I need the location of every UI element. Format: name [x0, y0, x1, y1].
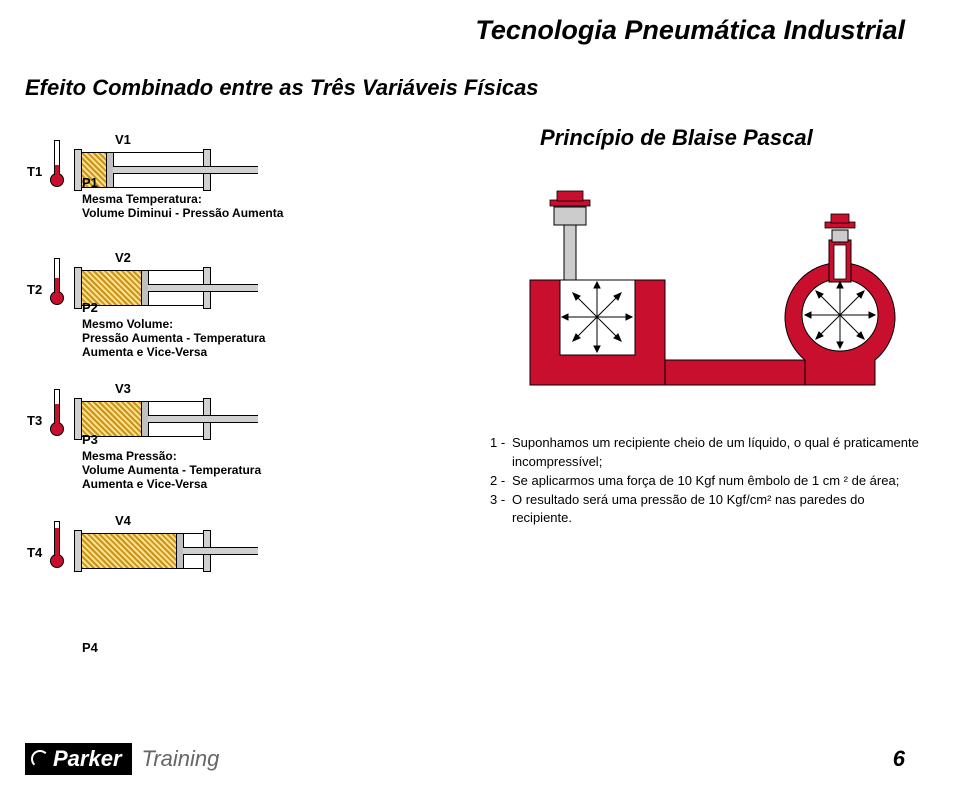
footer: Parker Training 6 — [25, 743, 905, 775]
exp-text: O resultado será uma pressão de 10 Kgf/c… — [512, 491, 920, 529]
training-text: Training — [142, 746, 220, 772]
p-label: P2 — [82, 300, 265, 315]
exp-text: Se aplicarmos uma força de 10 Kgf num êm… — [512, 472, 920, 491]
exp-num: 2 - — [490, 472, 512, 491]
page-number: 6 — [893, 746, 905, 772]
blaise-title: Princípio de Blaise Pascal — [540, 125, 813, 151]
parker-arc-icon — [31, 750, 49, 768]
logo: Parker Training — [25, 743, 219, 775]
t-label: T2 — [27, 282, 42, 297]
thermometer-icon — [50, 258, 64, 305]
pascal-diagram — [505, 185, 900, 420]
subtitle: Efeito Combinado entre as Três Variáveis… — [25, 75, 539, 101]
p-desc: Mesma Temperatura: — [82, 192, 283, 206]
p-desc: Pressão Aumenta - Temperatura — [82, 331, 265, 345]
t-label: T1 — [27, 164, 42, 179]
p-desc: Volume Diminui - Pressão Aumenta — [82, 206, 283, 220]
p-label: P3 — [82, 432, 261, 447]
p-text-block: P1 Mesma Temperatura:Volume Diminui - Pre… — [82, 175, 283, 220]
t-label: T3 — [27, 413, 42, 428]
explanation-block: 1 -Suponhamos um recipiente cheio de um … — [490, 434, 920, 528]
v-label: V1 — [115, 132, 131, 147]
p-desc: Mesmo Volume: — [82, 317, 265, 331]
cylinder-diagram — [80, 533, 205, 569]
thermometer-icon — [50, 521, 64, 568]
p-label: P1 — [82, 175, 283, 190]
p-desc: Mesma Pressão: — [82, 449, 261, 463]
v-label: V3 — [115, 381, 131, 396]
p-label: P4 — [82, 640, 98, 655]
thermometer-icon — [50, 140, 64, 187]
thermometer-icon — [50, 389, 64, 436]
p-desc: Volume Aumenta - Temperatura — [82, 463, 261, 477]
p-text-block: P4 — [82, 640, 98, 655]
t-label: T4 — [27, 545, 42, 560]
p-text-block: P3 Mesma Pressão:Volume Aumenta - Tempera… — [82, 432, 261, 491]
parker-logo: Parker — [25, 743, 132, 775]
p-desc: Aumenta e Vice-Versa — [82, 345, 265, 359]
v-label: V4 — [115, 513, 131, 528]
exp-text: Suponhamos um recipiente cheio de um líq… — [512, 434, 920, 472]
exp-num: 1 - — [490, 434, 512, 472]
brand-text: Parker — [53, 746, 122, 771]
page-title: Tecnologia Pneumática Industrial — [475, 15, 905, 46]
p-desc: Aumenta e Vice-Versa — [82, 477, 261, 491]
v-label: V2 — [115, 250, 131, 265]
exp-num: 3 - — [490, 491, 512, 529]
p-text-block: P2 Mesmo Volume:Pressão Aumenta - Tempera… — [82, 300, 265, 359]
